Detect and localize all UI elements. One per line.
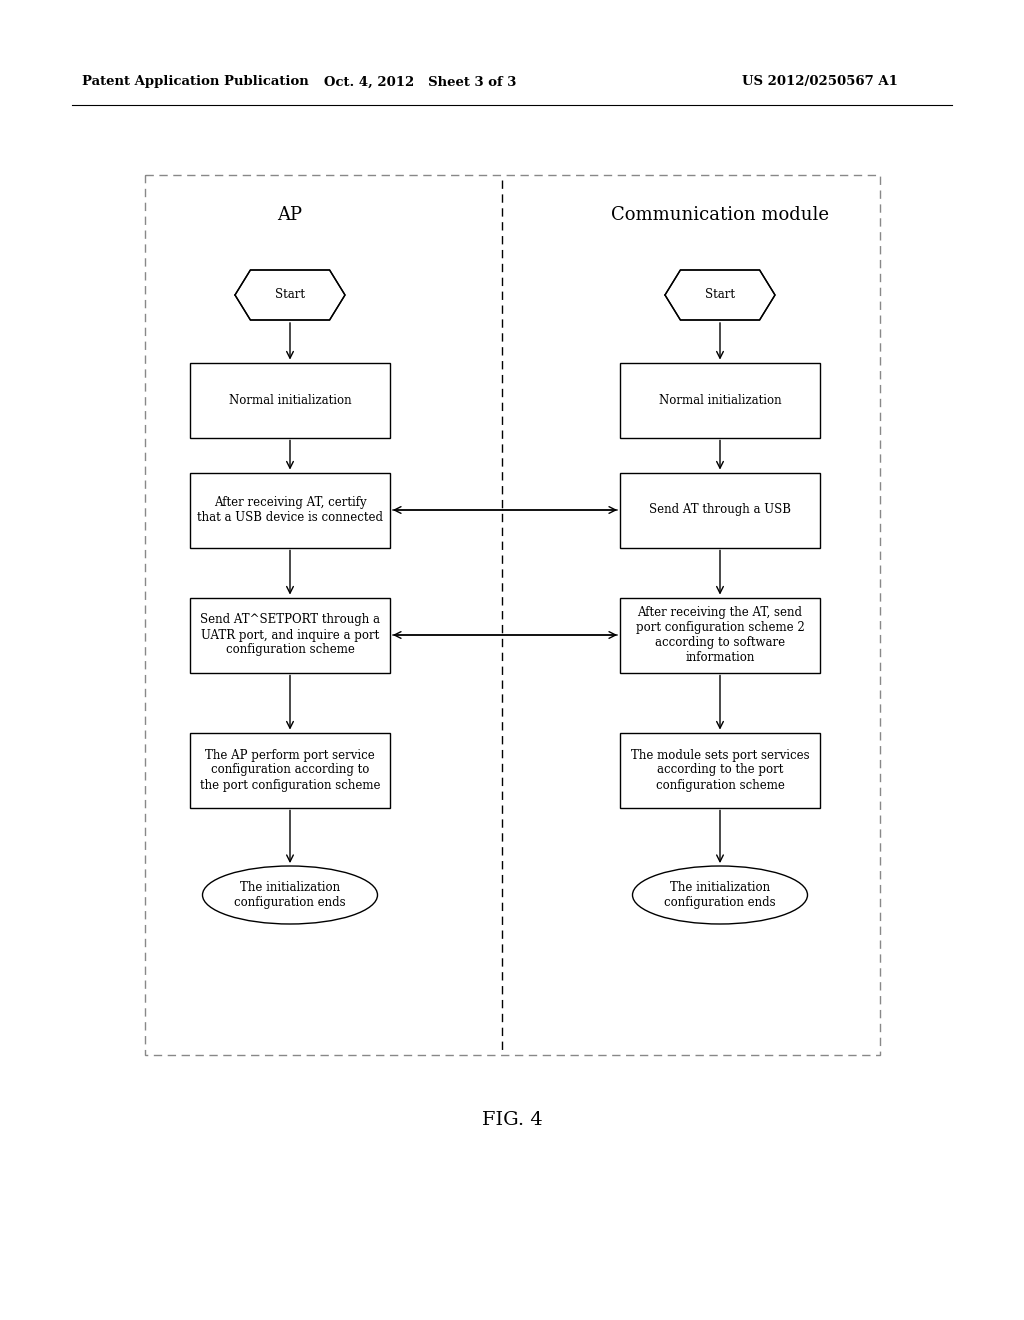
Bar [190, 733, 390, 808]
Text: Send AT through a USB: Send AT through a USB [649, 503, 791, 516]
Text: The initialization
configuration ends: The initialization configuration ends [234, 880, 346, 909]
Text: Patent Application Publication: Patent Application Publication [82, 75, 309, 88]
Text: Communication module: Communication module [611, 206, 829, 224]
Polygon shape [234, 271, 345, 319]
Text: Start: Start [705, 289, 735, 301]
Text: FIG. 4: FIG. 4 [481, 1111, 543, 1129]
Bar [190, 598, 390, 672]
Bar [190, 363, 390, 437]
Text: After receiving the AT, send
port configuration scheme 2
according to software
i: After receiving the AT, send port config… [636, 606, 805, 664]
Bar [190, 473, 390, 548]
Text: The module sets port services
according to the port
configuration scheme: The module sets port services according … [631, 748, 809, 792]
Text: The initialization
configuration ends: The initialization configuration ends [665, 880, 776, 909]
Bar [145, 176, 880, 1055]
Text: Start: Start [275, 289, 305, 301]
Ellipse shape [203, 866, 378, 924]
Polygon shape [665, 271, 775, 319]
Text: The AP perform port service
configuration according to
the port configuration sc: The AP perform port service configuratio… [200, 748, 380, 792]
Text: Normal initialization: Normal initialization [658, 393, 781, 407]
Bar [620, 473, 820, 548]
Bar [620, 363, 820, 437]
Text: After receiving AT, certify
that a USB device is connected: After receiving AT, certify that a USB d… [197, 496, 383, 524]
Text: Oct. 4, 2012   Sheet 3 of 3: Oct. 4, 2012 Sheet 3 of 3 [324, 75, 516, 88]
Text: US 2012/0250567 A1: US 2012/0250567 A1 [742, 75, 898, 88]
Bar [620, 733, 820, 808]
Text: AP: AP [278, 206, 302, 224]
Text: Normal initialization: Normal initialization [228, 393, 351, 407]
Ellipse shape [633, 866, 808, 924]
Bar [620, 598, 820, 672]
Text: Send AT^SETPORT through a
UATR port, and inquire a port
configuration scheme: Send AT^SETPORT through a UATR port, and… [200, 614, 380, 656]
